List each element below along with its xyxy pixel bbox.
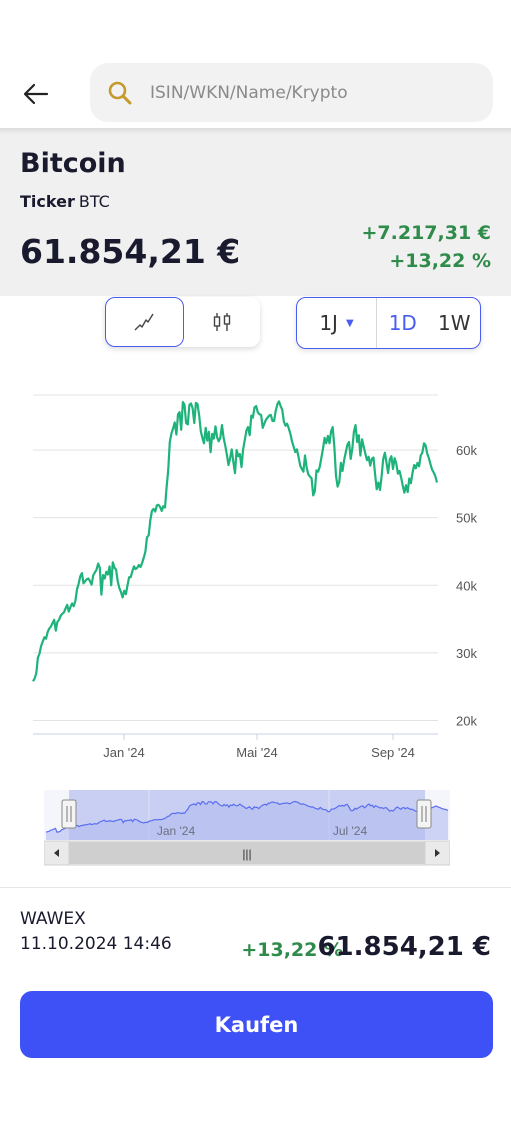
arrow-right-small-icon [435, 849, 440, 857]
quote-change-percent: +13,22 % [241, 939, 343, 961]
search-bar[interactable] [90, 63, 493, 122]
navigator-handle-right[interactable] [416, 799, 432, 829]
navigator-scrollbar-thumb[interactable] [69, 842, 425, 864]
asset-name: Bitcoin [20, 148, 126, 179]
candlestick-chart-button[interactable] [184, 297, 261, 347]
quote-datetime: 11.10.2024 14:46 [20, 934, 172, 954]
x-tick-label: Jan '24 [103, 745, 145, 760]
ticker-label: Ticker [20, 192, 75, 211]
price-chart-svg: 20k 30k 40k 50k 60k Jan '24 Mai '24 Sep '24 [32, 394, 477, 760]
navigator-tick-label: Jan '24 [157, 824, 196, 838]
price-chart[interactable]: 20k 30k 40k 50k 60k Jan '24 Mai '24 Sep '24 [0, 370, 511, 780]
arrow-left-icon [23, 83, 49, 105]
navigator-handle-left[interactable] [61, 799, 77, 829]
navigator-svg: Jan '24 Jul '24 ||| [43, 790, 451, 866]
chart-navigator[interactable]: Jan '24 Jul '24 ||| [43, 790, 451, 866]
y-tick-label: 50k [456, 511, 477, 526]
x-tick-label: Mai '24 [236, 745, 278, 760]
arrow-left-small-icon [54, 849, 59, 857]
quote-price: 61.854,21 € [317, 932, 491, 962]
caret-down-icon: ▼ [345, 317, 354, 329]
range-dropdown-value: 1J [319, 311, 338, 335]
change-absolute: +7.217,31 € [361, 222, 491, 244]
y-tick-label: 20k [456, 713, 477, 728]
search-input[interactable] [150, 82, 450, 103]
navigator-area [46, 801, 448, 840]
x-tick-label: Sep '24 [371, 745, 415, 760]
interval-option-1d[interactable]: 1D [388, 311, 417, 335]
change-percent: +13,22 % [389, 250, 491, 272]
ticker-value: BTC [78, 192, 110, 211]
ticker-row: Ticker BTC [20, 192, 110, 211]
search-icon [106, 79, 134, 107]
navigator-line [45, 800, 449, 833]
candlestick-icon [213, 313, 230, 331]
chart-type-toggle [105, 297, 260, 347]
exchange-name: WAWEX [20, 909, 86, 929]
price-line [32, 400, 439, 682]
line-chart-button[interactable] [105, 297, 184, 347]
y-tick-label: 30k [456, 646, 477, 661]
divider [0, 887, 511, 888]
current-price: 61.854,21 € [20, 232, 241, 271]
line-chart-icon [134, 313, 154, 331]
y-tick-label: 60k [456, 443, 477, 458]
instrument-header: Bitcoin Ticker BTC 61.854,21 € +7.217,31 … [0, 128, 511, 296]
buy-button[interactable]: Kaufen [20, 991, 493, 1058]
header-shadow [0, 128, 511, 134]
interval-option-1w[interactable]: 1W [438, 311, 471, 335]
range-dropdown[interactable]: 1J ▼ [297, 298, 377, 348]
scrollbar-grip-icon: ||| [242, 847, 251, 861]
range-selector: 1J ▼ 1D 1W [296, 297, 481, 349]
y-tick-label: 40k [456, 578, 477, 593]
navigator-tick-label: Jul '24 [333, 824, 368, 838]
back-button[interactable] [16, 74, 56, 114]
